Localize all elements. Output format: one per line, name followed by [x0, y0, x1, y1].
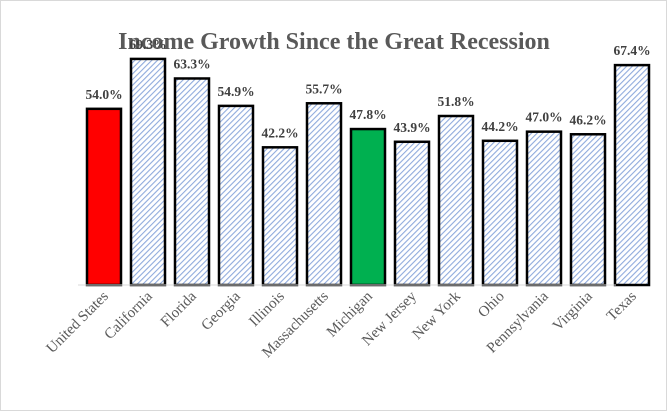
value-label-new-jersey: 43.9%	[393, 120, 430, 135]
value-labels-group: 54.0% 69.3% 63.3% 54.9% 42.2% 55.7% 47.8% 43.9%…	[85, 37, 650, 140]
category-label-ohio: Ohio	[475, 289, 508, 322]
value-label-michigan: 47.8%	[349, 107, 386, 122]
bar-pennsylvania	[525, 130, 563, 287]
category-label-new-york: New York	[409, 288, 464, 343]
value-label-illinois: 42.2%	[261, 125, 298, 140]
value-label-new-york: 51.8%	[437, 94, 474, 109]
category-label-florida: Florida	[158, 288, 200, 330]
bar-illinois	[261, 146, 299, 287]
value-label-texas: 67.4%	[613, 43, 650, 58]
category-label-illinois: Illinois	[246, 288, 287, 329]
category-label-texas: Texas	[604, 288, 640, 324]
bar-united-states	[85, 107, 123, 287]
value-label-massachusetts: 55.7%	[305, 81, 342, 96]
bar-new-york	[437, 114, 475, 287]
value-label-united-states: 54.0%	[85, 87, 122, 102]
bar-michigan	[349, 127, 387, 287]
bar-florida	[173, 77, 211, 287]
bar-georgia	[217, 104, 255, 287]
bar-virginia	[569, 133, 607, 287]
bar-massachusetts	[305, 102, 343, 287]
value-label-california: 69.3%	[129, 37, 166, 52]
category-label-virginia: Virginia	[550, 288, 596, 334]
value-label-virginia: 46.2%	[569, 112, 606, 127]
bar-california	[129, 57, 167, 287]
value-label-florida: 63.3%	[173, 56, 210, 71]
category-label-california: California	[102, 288, 157, 343]
bar-ohio	[481, 139, 519, 287]
value-label-pennsylvania: 47.0%	[525, 110, 562, 125]
value-label-ohio: 44.2%	[481, 119, 518, 134]
bar-texas	[613, 63, 651, 287]
bars-group	[85, 57, 651, 287]
category-label-georgia: Georgia	[199, 288, 245, 334]
value-label-georgia: 54.9%	[217, 84, 254, 99]
bar-new-jersey	[393, 140, 431, 287]
chart-title: Income Growth Since the Great Recession	[118, 29, 550, 55]
category-label-united-states: United States	[44, 288, 112, 356]
